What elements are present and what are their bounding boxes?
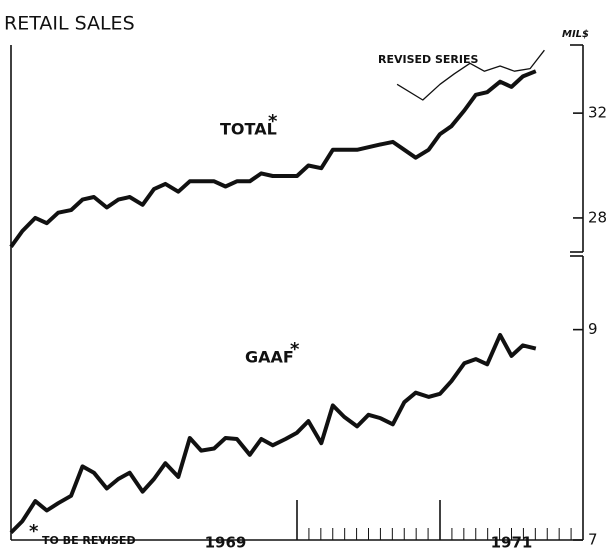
footnote-mark: * xyxy=(290,339,300,360)
footnote-mark: * xyxy=(268,111,278,132)
y-tick-label: 28 xyxy=(588,208,607,226)
x-tick-label: 1969 xyxy=(205,534,247,552)
line xyxy=(396,49,545,101)
series-label: TOTAL xyxy=(220,120,277,139)
series-label: GAAF xyxy=(245,348,294,367)
chart-title: RETAIL SALES xyxy=(4,13,135,35)
line xyxy=(9,69,537,248)
y-tick-label: 9 xyxy=(588,320,598,338)
y-tick-label: 32 xyxy=(588,104,607,122)
annotation: REVISED SERIES xyxy=(378,53,479,66)
y-tick-label: 7 xyxy=(588,531,598,549)
x-tick-label: 1971 xyxy=(491,534,533,552)
y-unit: MIL$ xyxy=(562,29,589,40)
line xyxy=(9,332,537,535)
footnote-mark: * xyxy=(29,521,39,542)
